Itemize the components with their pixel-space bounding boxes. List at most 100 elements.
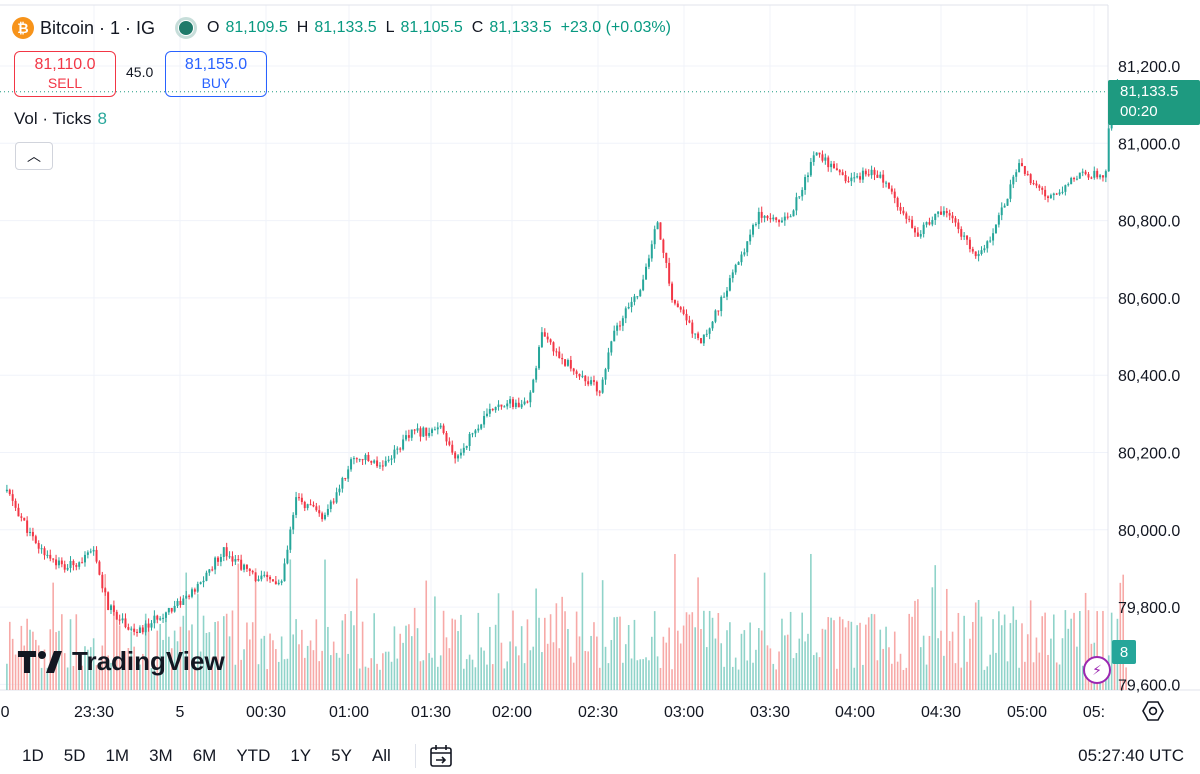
candle-body (535, 368, 538, 380)
volume-bar (778, 651, 780, 690)
candle-body (801, 189, 804, 197)
volume-bar (387, 651, 390, 690)
last-price-label: 81,133.5 00:20 (1108, 80, 1200, 125)
volume-bar (434, 596, 436, 690)
candle-body (966, 235, 969, 240)
candle-body (688, 320, 691, 323)
volume-bar (624, 644, 627, 690)
volume-bar (341, 620, 344, 690)
volume-bar (593, 622, 595, 690)
candle-body (72, 561, 75, 566)
candle-body (445, 432, 448, 442)
tradingview-logo[interactable]: TradingView (18, 646, 225, 677)
candle-body (234, 559, 237, 562)
candle-body (540, 332, 543, 348)
volume-bar (862, 664, 864, 690)
volume-bar (743, 630, 746, 690)
candle-body (792, 210, 795, 217)
price-chart[interactable]: 81,200.0 81,000.0 80,800.0 80,600.0 80,400.0… (0, 0, 1200, 737)
volume-bar (697, 577, 699, 690)
candle-body (607, 352, 610, 370)
symbol-title[interactable]: Bitcoin · 1 · IG (40, 17, 156, 38)
collapse-legend-button[interactable]: ︿ (15, 142, 53, 170)
x-tick-label: 5 (176, 704, 185, 721)
sell-button[interactable]: 81,110.0 SELL (14, 51, 116, 97)
candle-body (812, 155, 815, 162)
candle-body (465, 445, 468, 448)
volume-bar (578, 636, 581, 690)
candle-body (572, 368, 575, 372)
candle-body (381, 465, 384, 467)
volume-bar (243, 649, 245, 690)
range-1y-button[interactable]: 1Y (290, 745, 312, 765)
toolbar-divider (414, 743, 416, 768)
volume-bar (795, 652, 798, 690)
volume-bar (75, 614, 78, 690)
candle-body (1081, 171, 1084, 173)
volume-bar (506, 661, 509, 690)
utc-clock[interactable]: 05:27:40 UTC (1078, 746, 1184, 765)
candle-body (1067, 184, 1070, 186)
volume-bar (1029, 600, 1032, 690)
volume-bar (237, 563, 240, 690)
y-tick-label: 80,600.0 (1118, 291, 1180, 308)
volume-bar (263, 635, 266, 690)
settings-icon[interactable] (1141, 699, 1165, 723)
range-1d-button[interactable]: 1D (22, 745, 44, 765)
volume-legend-value: 8 (97, 109, 107, 128)
y-tick-label: 80,000.0 (1118, 523, 1180, 540)
candle-body (474, 430, 477, 434)
candle-body (86, 552, 89, 555)
candle-body (809, 161, 812, 176)
range-all-button[interactable]: All (371, 745, 391, 765)
volume-bar (911, 616, 913, 690)
volume-bar (535, 588, 537, 690)
range-5d-button[interactable]: 5D (63, 745, 86, 765)
volume-bar (731, 666, 734, 690)
volume-bar (142, 653, 144, 690)
candle-body (954, 218, 957, 223)
volume-bar (885, 626, 887, 690)
buy-button[interactable]: 81,155.0 BUY (165, 51, 267, 97)
volume-bar (376, 663, 378, 690)
time-axis[interactable]: 3:00 23:30 5 00:30 01:00 01:30 02:00 02:30 03:00… (0, 704, 1105, 721)
chart-grid (0, 5, 1108, 690)
bar-countdown: 00:20 (1120, 103, 1158, 120)
high-key: H (296, 19, 309, 36)
volume-bar (616, 616, 618, 690)
x-tick-label: 04:30 (921, 704, 961, 721)
market-status-icon[interactable] (175, 17, 198, 39)
volume-bar (740, 633, 743, 690)
range-6m-button[interactable]: 6M (192, 745, 217, 765)
price-axis[interactable]: 81,200.0 81,000.0 80,800.0 80,600.0 80,400.0… (1118, 59, 1180, 694)
volume-bar (873, 614, 876, 690)
volume-bar (694, 627, 696, 690)
volume-bar (367, 667, 370, 690)
volume-bar (6, 663, 8, 690)
volume-bar (422, 660, 425, 690)
volume-bar (642, 659, 644, 690)
volume-bar (705, 647, 708, 690)
volume-bar (812, 655, 815, 690)
candle-body (552, 342, 555, 352)
volume-bar (428, 653, 430, 690)
candle-body (156, 615, 159, 620)
lightning-icon[interactable]: ⚡ (1083, 656, 1111, 684)
range-3m-button[interactable]: 3M (149, 745, 173, 765)
candle-body (402, 439, 405, 450)
candle-body (208, 569, 211, 573)
range-5y-button[interactable]: 5Y (331, 745, 352, 765)
calendar-goto-icon[interactable] (428, 743, 454, 769)
range-1m-button[interactable]: 1M (105, 745, 130, 765)
candle-body (798, 196, 801, 198)
volume-bar (636, 660, 639, 690)
candle-body (760, 211, 763, 218)
volume-legend[interactable]: Vol · Ticks 8 (14, 109, 107, 129)
volume-bar (1015, 619, 1017, 690)
volume-bar (32, 631, 34, 690)
ohlc-values: O 81,109.5 H 81,133.5 L 81,105.5 C 81,133.5 … (207, 19, 674, 37)
candle-body (1093, 170, 1096, 178)
candle-body (271, 579, 274, 582)
candle-body (78, 562, 81, 567)
range-ytd-button[interactable]: YTD (236, 745, 271, 765)
